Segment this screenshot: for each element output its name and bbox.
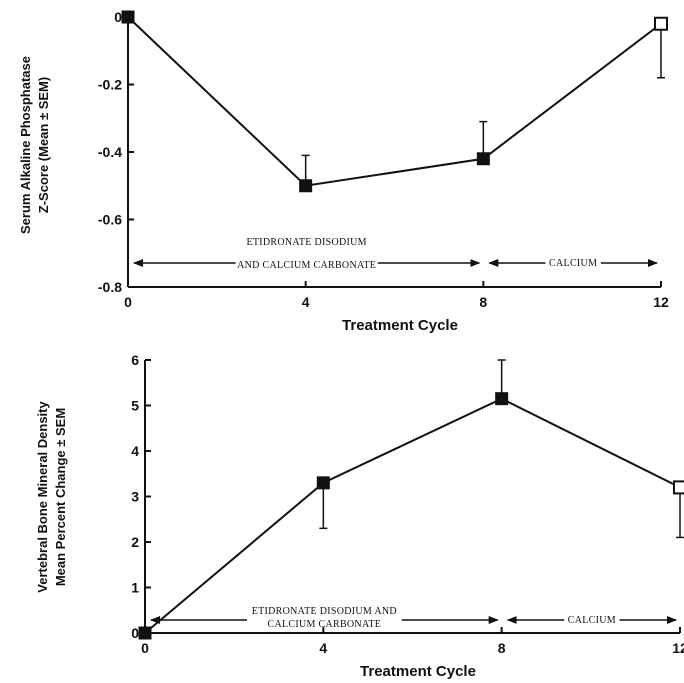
chart-2-ylabel-line-1: Vertebral Bone Mineral Density xyxy=(35,401,50,593)
chart-1-y-tick-label: 0 xyxy=(114,9,122,25)
chart-1-y-tick-label: -0.6 xyxy=(98,212,122,228)
chart-2-y-tick-label: 1 xyxy=(131,580,139,596)
chart-1-data-point xyxy=(476,152,490,166)
chart-2-data-point xyxy=(316,476,330,490)
chart-2-annotation-text: ETIDRONATE DISODIUM AND xyxy=(252,606,397,617)
chart-1-data-point xyxy=(654,16,668,31)
chart-2-y-tick-label: 4 xyxy=(131,443,139,459)
chart-2-x-tick-label: 12 xyxy=(672,640,684,656)
chart-2-x-tick-label: 8 xyxy=(498,640,506,656)
chart-2-series-line xyxy=(144,397,681,634)
chart-1: Serum Alkaline Phosphatase Z-Score (Mean… xyxy=(18,9,669,334)
chart-2-ylabel: Vertebral Bone Mineral Density Mean Perc… xyxy=(35,401,68,593)
chart-2-y-tick-label: 3 xyxy=(131,489,139,505)
chart-1-annotation-text: AND CALCIUM CARBONATE xyxy=(237,260,376,271)
chart-2-y-tick-label: 6 xyxy=(131,352,139,368)
chart-2-y-tick-label: 2 xyxy=(131,534,139,550)
chart-2-data-point xyxy=(138,626,152,640)
chart-1-x-tick-label: 0 xyxy=(124,294,132,310)
chart-1-data-point xyxy=(121,10,135,24)
chart-1-y-tick-label: -0.2 xyxy=(98,77,122,93)
chart-1-x-tick-label: 8 xyxy=(479,294,487,310)
chart-2-annotation-text: CALCIUM xyxy=(568,615,616,626)
chart-2-y-tick-label: 5 xyxy=(131,398,139,414)
chart-1-annotation-text: CALCIUM xyxy=(549,258,597,269)
chart-2-xlabel: Treatment Cycle xyxy=(360,663,476,680)
chart-2-x-tick-label: 0 xyxy=(141,640,149,656)
chart-2-data-point xyxy=(495,392,509,406)
chart-1-x-tick-label: 12 xyxy=(653,294,669,310)
chart-1-x-tick-label: 4 xyxy=(302,294,310,310)
chart-1-annotation-text: ETIDRONATE DISODIUM xyxy=(246,237,366,248)
chart-2: Vertebral Bone Mineral Density Mean Perc… xyxy=(35,352,684,680)
chart-2-annotation-text: CALCIUM CARBONATE xyxy=(267,619,381,630)
chart-1-xlabel: Treatment Cycle xyxy=(342,317,458,334)
chart-2-ylabel-line-2: Mean Percent Change ± SEM xyxy=(53,408,68,586)
chart-1-data-point xyxy=(299,179,313,193)
chart-2-y-tick-label: 0 xyxy=(131,625,139,641)
chart-1-ylabel-line-1: Serum Alkaline Phosphatase xyxy=(18,56,33,234)
chart-1-ylabel: Serum Alkaline Phosphatase Z-Score (Mean… xyxy=(18,56,51,234)
chart-1-ylabel-line-2: Z-Score (Mean ± SEM) xyxy=(36,77,51,213)
chart-1-y-tick-label: -0.8 xyxy=(98,279,122,295)
chart-2-data-point xyxy=(673,480,684,495)
chart-1-y-tick-label: -0.4 xyxy=(98,144,122,160)
chart-2-x-tick-label: 4 xyxy=(319,640,327,656)
chart-1-series-line xyxy=(127,16,662,187)
